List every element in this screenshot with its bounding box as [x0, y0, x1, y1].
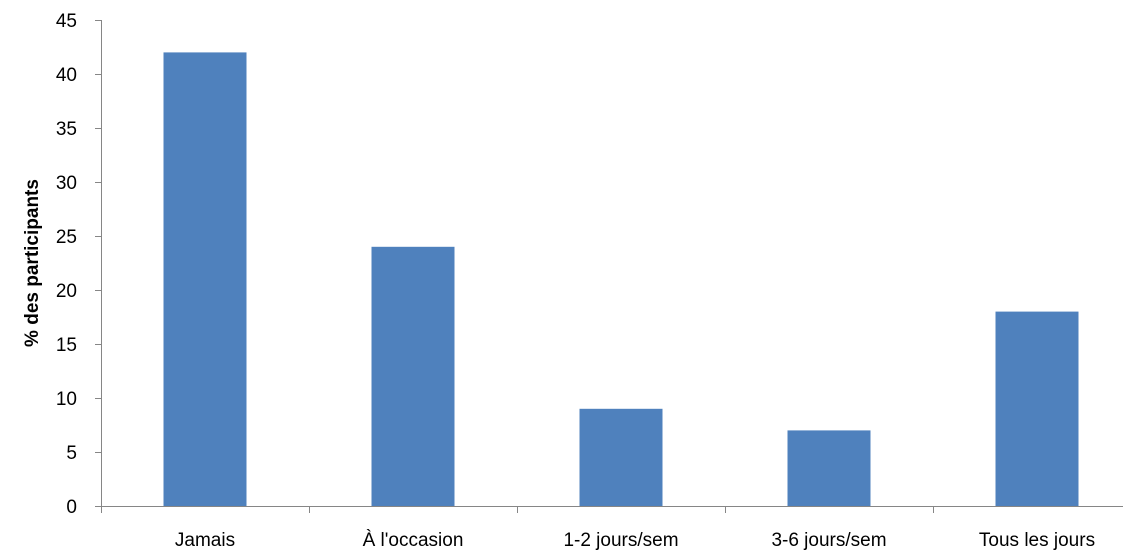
x-tick-label: Jamais — [175, 530, 235, 551]
bar-1 — [371, 246, 455, 507]
y-tick-label: 35 — [56, 119, 77, 140]
y-tick-label: 0 — [66, 497, 77, 518]
bar-4 — [995, 311, 1079, 506]
y-axis: 0 5 10 15 20 25 30 35 40 45 — [56, 11, 102, 518]
y-tick-label: 20 — [56, 281, 77, 302]
bars-group — [163, 52, 1079, 507]
y-axis-title: % des participants — [22, 179, 43, 347]
bar-0 — [163, 52, 247, 507]
y-tick-label: 45 — [56, 11, 77, 32]
bar-2 — [579, 408, 663, 506]
y-tick-label: 25 — [56, 227, 77, 248]
x-tick-label: À l'occasion — [363, 530, 464, 551]
y-tick-label: 5 — [66, 443, 77, 464]
x-axis: Jamais À l'occasion 1-2 jours/sem 3-6 jours… — [101, 506, 1123, 551]
y-tick-label: 30 — [56, 173, 77, 194]
y-tick-label: 15 — [56, 335, 77, 356]
y-tick-label: 40 — [56, 65, 77, 86]
x-tick-label: Tous les jours — [979, 530, 1095, 551]
x-tick-label: 3-6 jours/sem — [771, 530, 886, 551]
bar-3 — [787, 430, 871, 506]
x-tick-label: 1-2 jours/sem — [563, 530, 678, 551]
y-tick-label: 10 — [56, 389, 77, 410]
